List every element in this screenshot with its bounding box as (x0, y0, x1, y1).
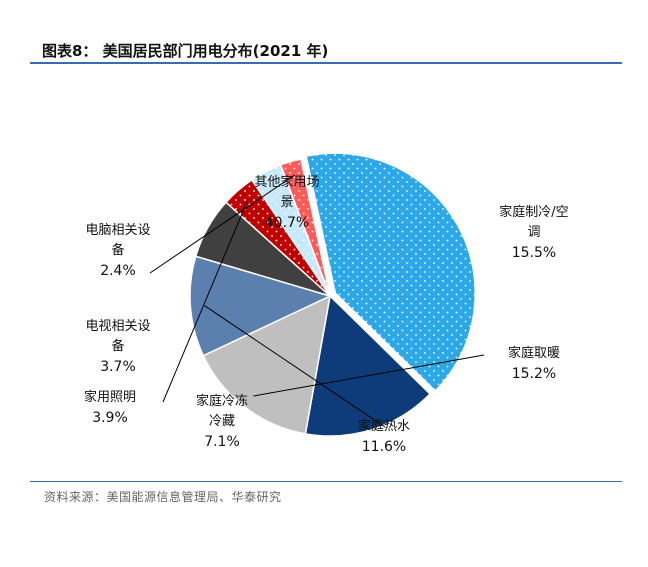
slice-8-leader (149, 174, 295, 274)
slice-1-name-line: 其他家用场 (254, 174, 319, 190)
slice-7-name-line: 备 (111, 338, 124, 354)
slice-5-name-line: 家庭冷冻 (196, 393, 248, 409)
slice-4-name-line: 家庭热水 (358, 418, 410, 434)
slice-5-label: 家庭冷冻冷藏 7.1% (196, 393, 248, 450)
slice-4-label: 家庭热水 11.6% (358, 418, 410, 455)
slice-3-label: 家庭取暖 15.2% (508, 345, 560, 382)
slice-labels: 其他家用场景 40.7% 家庭制冷/空调 15.5% 家庭取暖 15.2% 家庭热水 11.6… (84, 174, 569, 455)
slice-4-value: 11.6% (362, 439, 406, 455)
slice-1-name-line: 景 (280, 195, 293, 210)
slice-8-pattern (280, 159, 330, 296)
leader-lines (149, 174, 485, 428)
slice-5-value: 7.1% (204, 434, 240, 450)
slice-6-value: 3.9% (92, 410, 128, 426)
slice-1-label: 其他家用场景 40.7% (254, 174, 319, 231)
slice-2 (304, 294, 432, 437)
slice-7-value: 3.7% (100, 359, 136, 375)
title-divider (30, 62, 622, 64)
slice-8-value: 2.4% (100, 263, 136, 279)
footer-divider (30, 481, 622, 482)
slice-7-pattern (251, 164, 330, 296)
pie-slices (189, 152, 476, 437)
slice-7-label: 电视相关设备 3.7% (85, 319, 150, 375)
slice-8-label: 电脑相关设备 2.4% (85, 223, 150, 279)
slice-8-name-line: 备 (111, 242, 124, 258)
slice-6-pattern (226, 179, 330, 296)
slice-2-value: 15.5% (512, 245, 556, 261)
slice-7-name-line: 电视相关设 (85, 319, 150, 334)
slice-2-label: 家庭制冷/空调 15.5% (499, 204, 568, 261)
slice-4-leader (204, 305, 386, 428)
slice-6-name-line: 家用照明 (84, 389, 136, 405)
source-note: 资料来源：美国能源信息管理局、华泰研究 (44, 490, 282, 504)
slice-1-value: 40.7% (265, 215, 309, 231)
slice-2-name-line: 家庭制冷/空 (499, 204, 568, 220)
slice-6-leader (162, 200, 248, 403)
slice-3-leader (253, 354, 485, 397)
slice-3 (202, 294, 331, 435)
slice-2-name-line: 调 (527, 225, 540, 240)
slice-5-name-line: 冷藏 (209, 414, 235, 429)
slice-3-name-line: 家庭取暖 (508, 345, 560, 361)
slice-8-name-line: 电脑相关设 (85, 223, 150, 238)
slice-6-label: 家用照明 3.9% (84, 389, 136, 426)
slice-4 (189, 255, 333, 357)
chart-title: 图表8： 美国居民部门用电分布(2021 年) (42, 42, 329, 60)
slice-1-pattern (306, 153, 476, 392)
slice-3-value: 15.2% (512, 366, 556, 382)
